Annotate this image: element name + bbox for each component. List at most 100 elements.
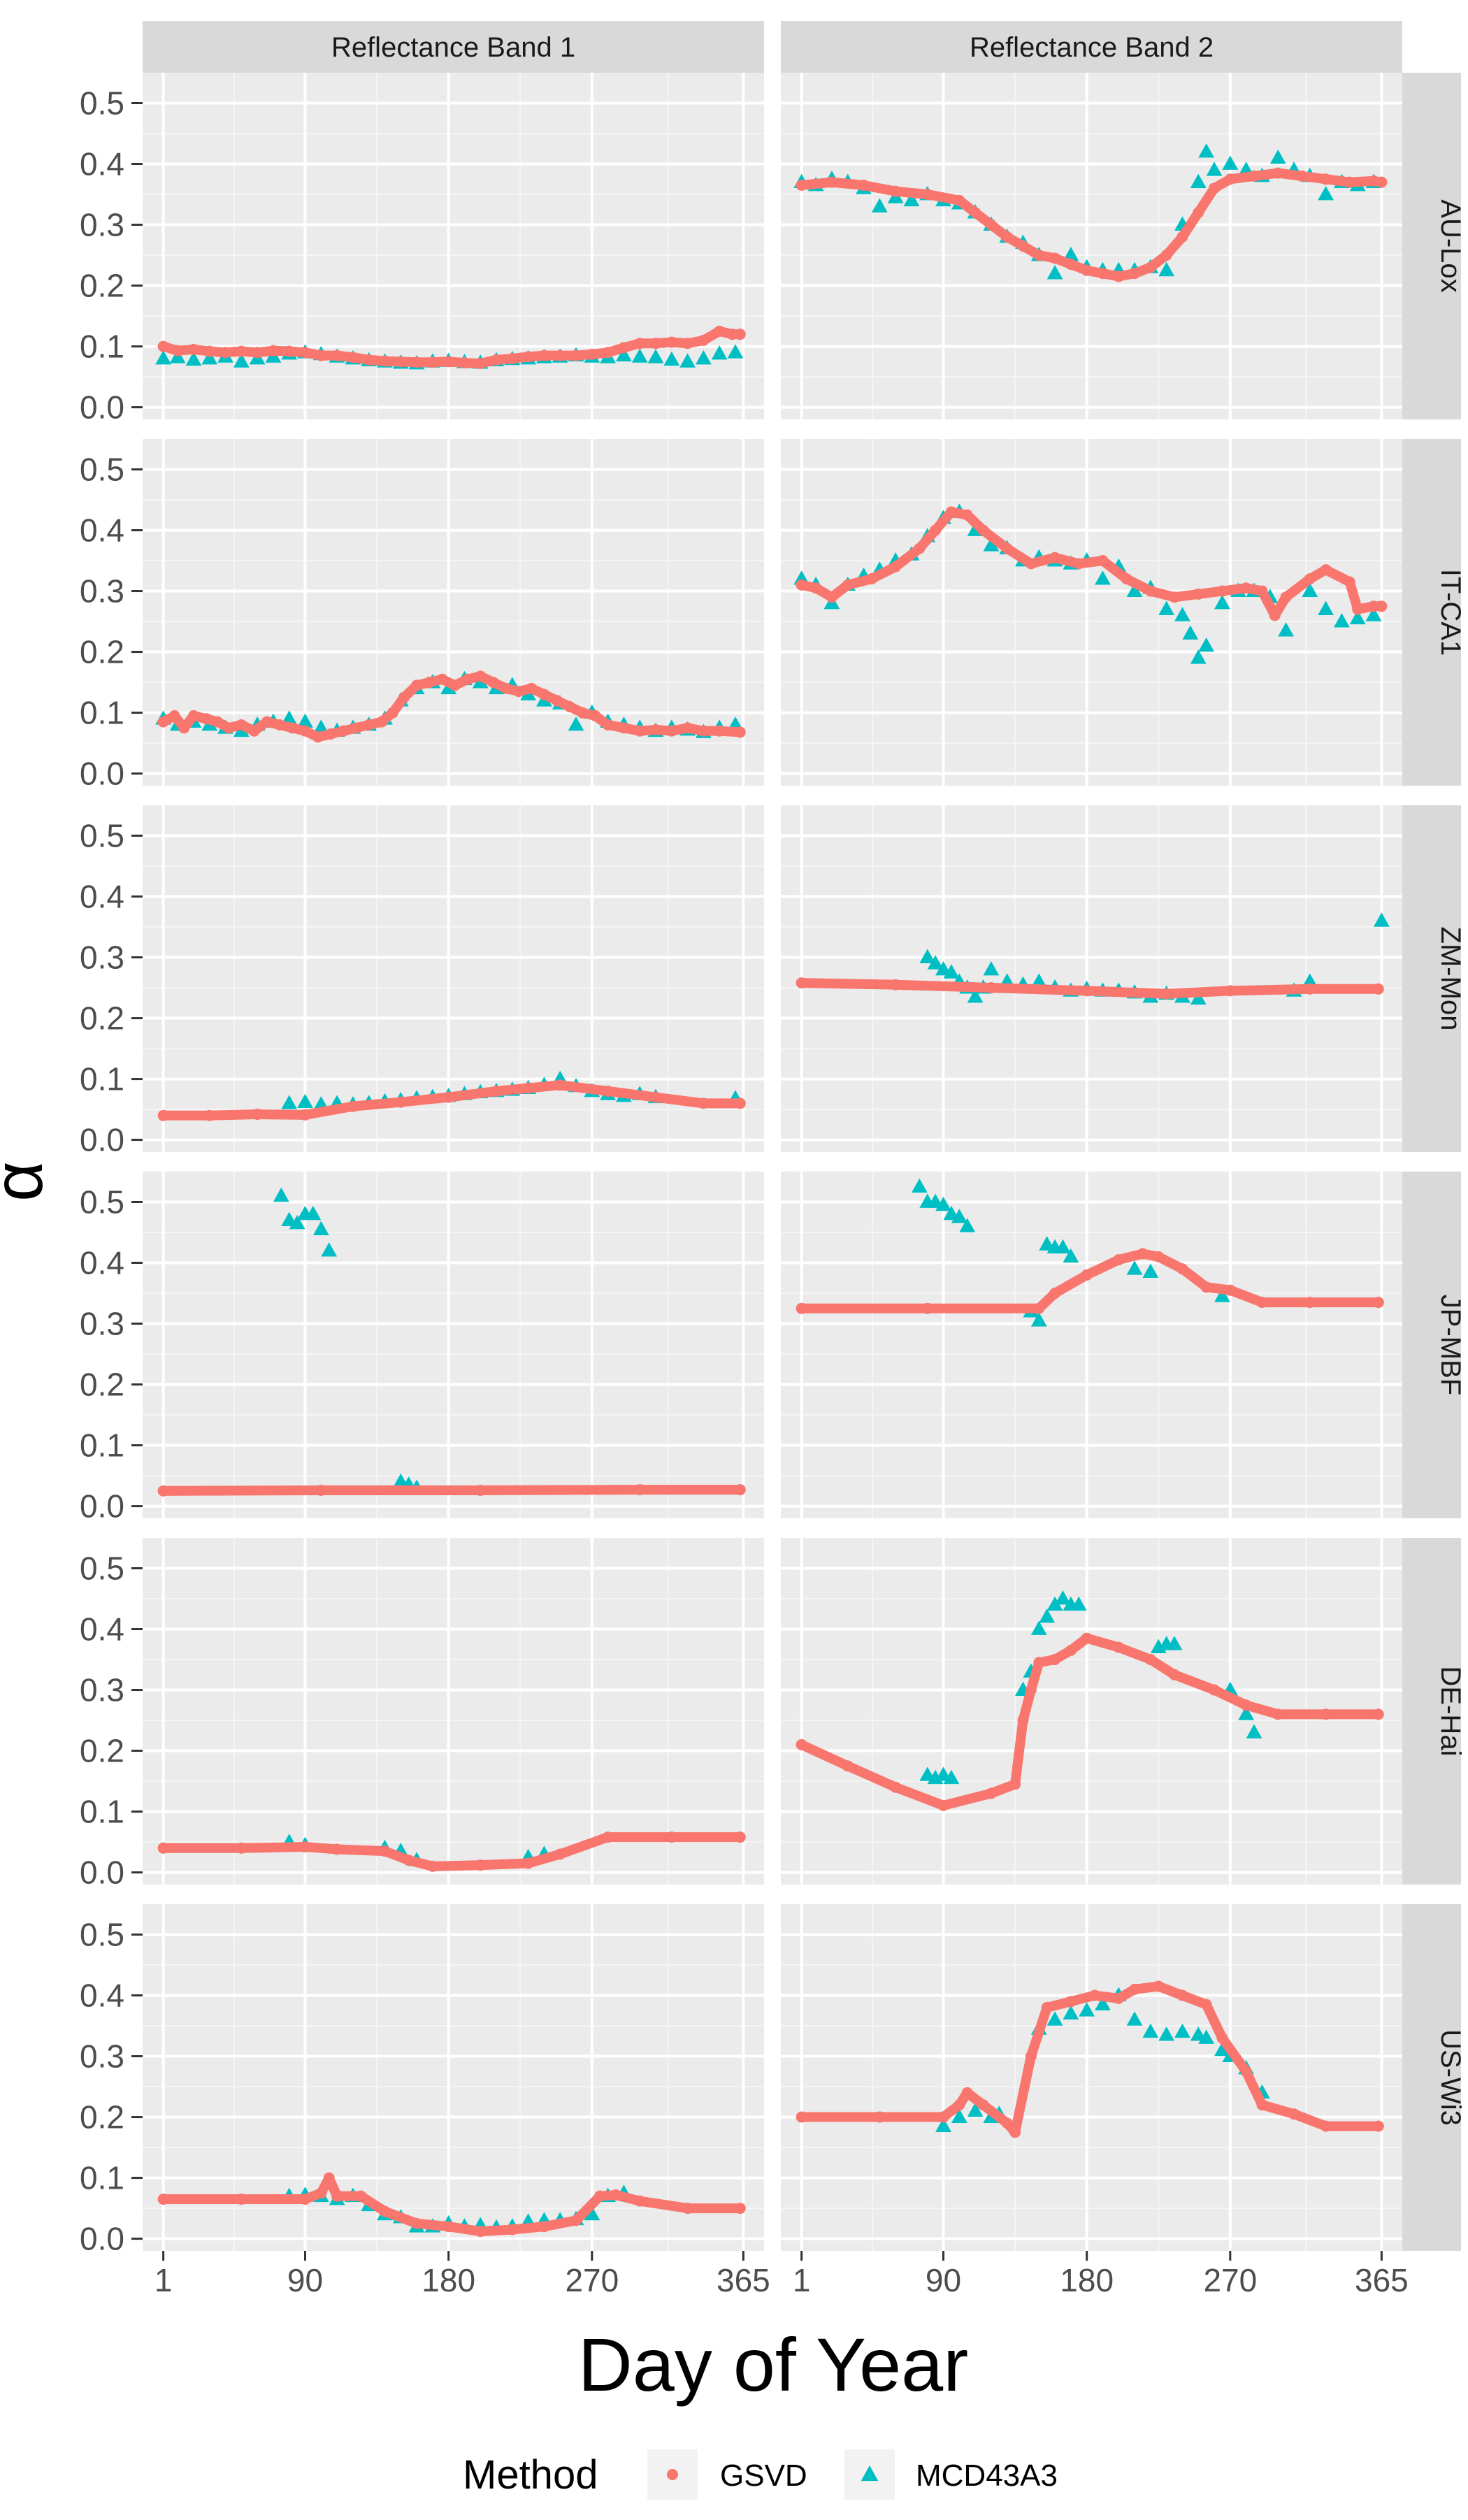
facet-row-label: US-Wi3 (1435, 2029, 1466, 2126)
gsvd-point (1073, 558, 1085, 570)
gsvd-point (914, 542, 926, 554)
gsvd-point (178, 722, 190, 734)
gsvd-point (977, 524, 989, 536)
gsvd-point (1081, 985, 1093, 997)
gsvd-point (299, 2194, 311, 2205)
gsvd-point (315, 2187, 327, 2199)
gsvd-point (252, 1109, 264, 1121)
mcd43a3-point (1222, 155, 1239, 170)
gsvd-point (172, 345, 184, 357)
gsvd-point (796, 1738, 807, 1750)
gsvd-point (203, 345, 215, 357)
gsvd-point (203, 1109, 215, 1121)
gsvd-point (1256, 1297, 1268, 1309)
gsvd-point (487, 677, 499, 689)
y-tick-label: 0.4 (80, 146, 124, 182)
y-tick-label: 0.3 (80, 939, 124, 976)
gsvd-point (506, 352, 518, 364)
gsvd-point (331, 2190, 343, 2202)
gsvd-point (1001, 542, 1013, 554)
gsvd-point (299, 1109, 311, 1121)
gsvd-point (602, 1831, 614, 1843)
gsvd-point (1089, 1989, 1101, 2001)
gsvd-point (554, 1079, 566, 1091)
y-tick-label: 0.4 (80, 879, 124, 915)
gsvd-point (1372, 1708, 1384, 1720)
gsvd-point (865, 573, 877, 585)
gsvd-point (985, 219, 997, 231)
mcd43a3-point (663, 351, 680, 366)
gsvd-point (287, 722, 298, 734)
gsvd-point (236, 719, 247, 730)
y-tick-label: 0.1 (80, 2160, 124, 2196)
gsvd-point (1081, 264, 1093, 276)
gsvd-point (1049, 552, 1061, 563)
gsvd-point (157, 340, 169, 352)
gsvd-point (858, 179, 870, 191)
gsvd-point (411, 2217, 423, 2229)
gsvd-point (1137, 1248, 1149, 1260)
gsvd-point (157, 2194, 169, 2205)
gsvd-point (551, 695, 563, 707)
mcd43a3-point (903, 192, 920, 207)
gsvd-point (842, 579, 854, 591)
legend-key-mcd43a3 (861, 2465, 879, 2482)
gsvd-point (459, 357, 470, 369)
y-tick-label: 0.2 (80, 268, 124, 304)
mcd43a3-point (1142, 2023, 1159, 2038)
gsvd-point (1224, 985, 1236, 997)
y-tick-label: 0.3 (80, 1306, 124, 1342)
mcd43a3-point (1030, 973, 1047, 988)
facet-strip-row-4 (1402, 1172, 1461, 1518)
gsvd-point (379, 355, 391, 367)
gsvd-point (252, 347, 264, 359)
facet-column-label: Reflectance Band 1 (331, 32, 575, 63)
gsvd-point (1097, 268, 1109, 280)
gsvd-point (1017, 1715, 1029, 1727)
mcd43a3-point (312, 719, 329, 734)
gsvd-point (312, 731, 324, 743)
gsvd-point (618, 342, 630, 354)
gsvd-point (665, 1831, 677, 1843)
gsvd-point (1367, 600, 1379, 612)
y-tick-label: 0.3 (80, 2038, 124, 2075)
gsvd-point (475, 357, 487, 369)
mcd43a3-point (305, 1205, 322, 1221)
gsvd-point (1049, 252, 1061, 264)
gsvd-point (890, 561, 902, 573)
facet-row-label: IT-CA1 (1435, 569, 1466, 656)
gsvd-point (634, 2195, 646, 2207)
gsvd-point (1200, 1281, 1212, 1293)
facet-strip-row-5 (1402, 1538, 1461, 1885)
gsvd-point (1049, 1654, 1061, 1666)
mcd43a3-point (1079, 2002, 1095, 2017)
gsvd-point (1372, 1297, 1384, 1309)
mcd43a3-point (1030, 1312, 1047, 1327)
gsvd-point (324, 728, 336, 740)
gsvd-point (985, 982, 997, 994)
gsvd-point (267, 345, 279, 357)
mcd43a3-point (1190, 649, 1207, 664)
gsvd-point (921, 189, 933, 201)
y-tick-label: 0.2 (80, 1000, 124, 1037)
gsvd-point (1209, 182, 1221, 194)
gsvd-point (961, 2087, 973, 2098)
gsvd-point (350, 722, 362, 734)
gsvd-point (970, 207, 981, 219)
mcd43a3-point (959, 1218, 976, 1232)
x-tick-label: 365 (717, 2262, 770, 2298)
gsvd-point (961, 509, 973, 521)
gsvd-point (1224, 1284, 1236, 1296)
gsvd-point (274, 719, 286, 730)
gsvd-point (1344, 176, 1355, 188)
gsvd-point (426, 1860, 438, 1872)
panel-background (143, 1904, 764, 2251)
gsvd-point (1033, 250, 1045, 261)
gsvd-point (1033, 1657, 1045, 1669)
mcd43a3-point (297, 713, 313, 728)
gsvd-point (426, 357, 438, 368)
x-tick-label: 180 (422, 2262, 475, 2298)
gsvd-point (442, 2221, 454, 2233)
gsvd-point (1169, 1669, 1181, 1680)
gsvd-point (395, 1096, 407, 1108)
